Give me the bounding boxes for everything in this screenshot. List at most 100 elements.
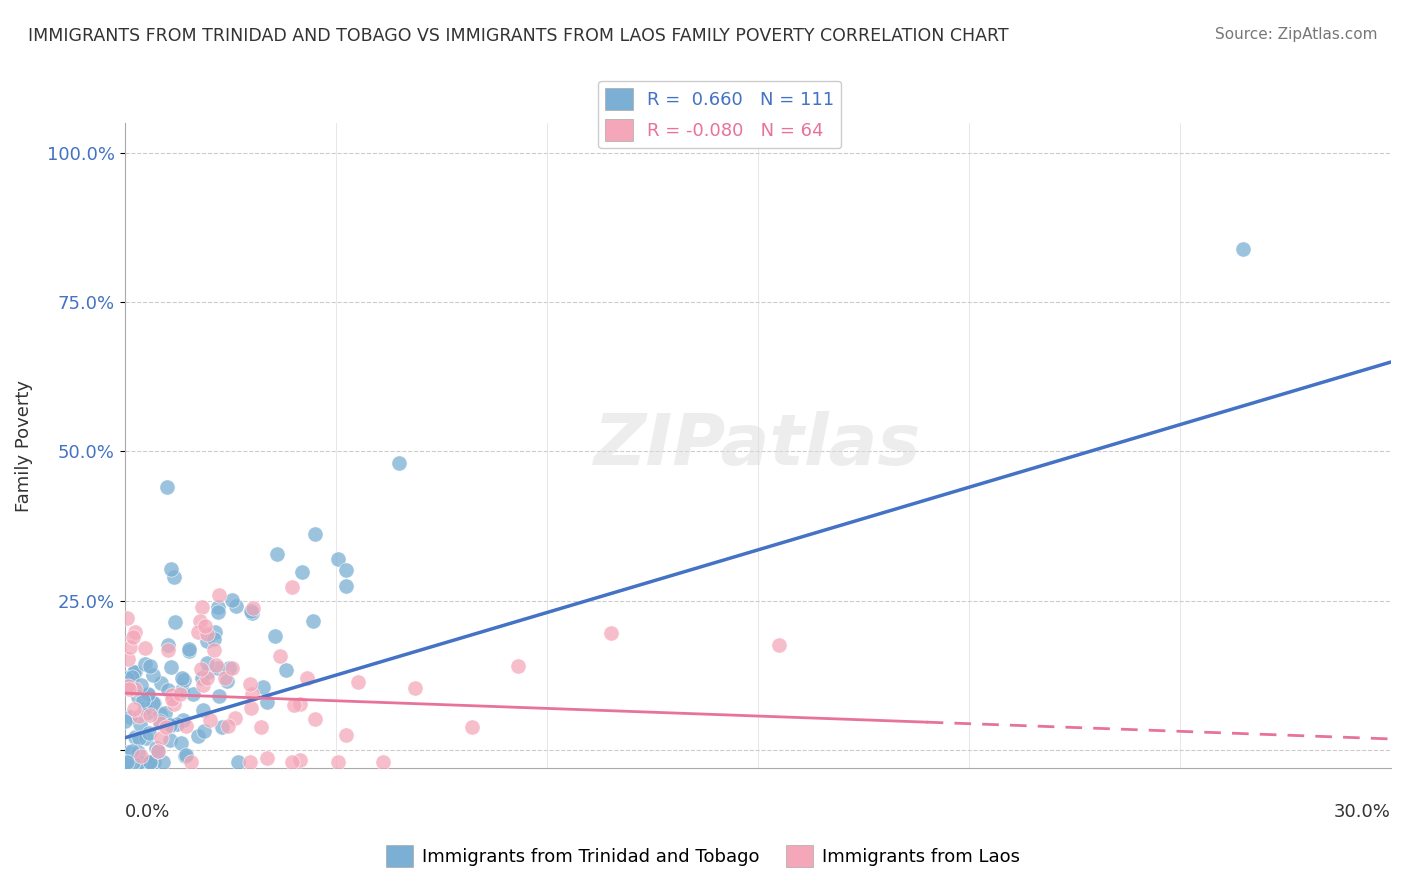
Point	[121, 755, 143, 769]
Point	[142, 668, 165, 682]
Point	[335, 579, 357, 593]
Point	[256, 751, 278, 765]
Point	[197, 665, 219, 679]
Point	[194, 619, 217, 633]
Point	[127, 755, 149, 769]
Point	[304, 712, 326, 726]
Point	[121, 744, 143, 758]
Point	[157, 643, 180, 657]
Text: IMMIGRANTS FROM TRINIDAD AND TOBAGO VS IMMIGRANTS FROM LAOS FAMILY POVERTY CORRE: IMMIGRANTS FROM TRINIDAD AND TOBAGO VS I…	[28, 27, 1008, 45]
Point	[256, 695, 278, 709]
Point	[224, 711, 246, 725]
Point	[346, 674, 368, 689]
Point	[117, 681, 139, 696]
Point	[239, 677, 262, 691]
Point	[239, 604, 262, 618]
Point	[143, 696, 166, 710]
Point	[136, 687, 159, 701]
Point	[274, 663, 297, 677]
Point	[291, 566, 314, 580]
Point	[136, 755, 159, 769]
Point	[768, 639, 790, 653]
Point	[172, 683, 194, 698]
Point	[326, 552, 349, 566]
Point	[160, 717, 183, 731]
Point	[304, 527, 326, 541]
Point	[118, 755, 141, 769]
Point	[283, 698, 305, 712]
Point	[115, 671, 138, 685]
Point	[170, 736, 193, 750]
Point	[177, 644, 200, 658]
Point	[371, 755, 394, 769]
Point	[141, 697, 163, 711]
Point	[124, 682, 146, 697]
Point	[1232, 242, 1254, 256]
Point	[335, 563, 357, 577]
Point	[191, 703, 214, 717]
Point	[326, 755, 349, 769]
Point	[138, 726, 160, 740]
Point	[221, 593, 243, 607]
Point	[139, 708, 162, 723]
Point	[172, 671, 194, 685]
Point	[142, 755, 165, 769]
Point	[117, 611, 139, 625]
Point	[207, 661, 229, 675]
Point	[159, 718, 181, 732]
Point	[264, 629, 287, 643]
Point	[506, 658, 529, 673]
Point	[153, 706, 176, 721]
Point	[115, 755, 138, 769]
Point	[187, 729, 209, 743]
Point	[156, 480, 179, 494]
Point	[163, 615, 186, 629]
Point	[118, 755, 141, 769]
Point	[169, 686, 191, 700]
Point	[132, 755, 155, 769]
Point	[404, 681, 426, 696]
Point	[159, 733, 181, 747]
Point	[191, 671, 214, 685]
Point	[183, 687, 205, 701]
Point	[195, 633, 218, 648]
Point	[187, 624, 209, 639]
Point	[122, 630, 145, 644]
Point	[207, 600, 229, 615]
Point	[121, 755, 143, 769]
Point	[239, 701, 262, 715]
Point	[388, 456, 411, 470]
Point	[195, 671, 218, 685]
Point	[121, 670, 143, 684]
Point	[197, 657, 219, 671]
Point	[145, 741, 167, 756]
Text: Source: ZipAtlas.com: Source: ZipAtlas.com	[1215, 27, 1378, 42]
Point	[127, 690, 149, 705]
Point	[135, 731, 157, 745]
Point	[200, 713, 222, 727]
Point	[225, 599, 247, 613]
Point	[127, 745, 149, 759]
Point	[226, 755, 249, 769]
Point	[266, 547, 288, 561]
Point	[128, 708, 150, 723]
Point	[134, 641, 156, 656]
Point	[135, 755, 157, 769]
Point	[191, 678, 214, 692]
Point	[302, 614, 325, 628]
Point	[136, 688, 159, 702]
Point	[120, 640, 142, 654]
Point	[176, 747, 198, 762]
Point	[174, 719, 197, 733]
Point	[138, 659, 160, 673]
Point	[117, 745, 139, 759]
Point	[120, 755, 142, 769]
Point	[217, 673, 239, 688]
Point	[166, 717, 188, 731]
Point	[124, 730, 146, 744]
Point	[214, 671, 236, 685]
Point	[149, 715, 172, 730]
Text: 0.0%: 0.0%	[125, 803, 170, 822]
Point	[150, 676, 173, 690]
Point	[136, 705, 159, 719]
